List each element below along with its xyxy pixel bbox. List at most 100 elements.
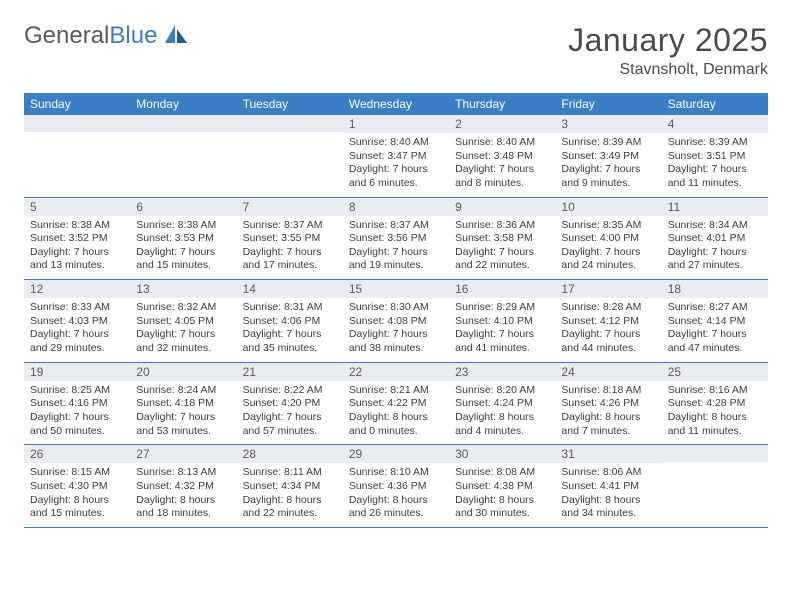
day-number: 22: [343, 363, 449, 381]
day-info-line: Sunrise: 8:28 AM: [561, 301, 655, 315]
day-info-line: Sunset: 4:28 PM: [668, 397, 762, 411]
day-info-line: Daylight: 7 hours: [136, 411, 230, 425]
day-cell: [237, 115, 343, 197]
day-cell: 31Sunrise: 8:06 AMSunset: 4:41 PMDayligh…: [555, 445, 661, 528]
day-number: 17: [555, 280, 661, 298]
day-info-line: Daylight: 8 hours: [668, 411, 762, 425]
day-number: 14: [237, 280, 343, 298]
day-info-line: Daylight: 8 hours: [349, 494, 443, 508]
day-info-line: Daylight: 7 hours: [349, 163, 443, 177]
day-info-line: and 27 minutes.: [668, 259, 762, 273]
day-info-line: and 13 minutes.: [30, 259, 124, 273]
weekday-header-row: Sunday Monday Tuesday Wednesday Thursday…: [24, 93, 768, 115]
day-info-line: and 7 minutes.: [561, 425, 655, 439]
day-body: Sunrise: 8:39 AMSunset: 3:51 PMDaylight:…: [662, 133, 768, 197]
day-number: 11: [662, 198, 768, 216]
day-number: 23: [449, 363, 555, 381]
day-body: Sunrise: 8:22 AMSunset: 4:20 PMDaylight:…: [237, 381, 343, 445]
day-info-line: Sunset: 4:26 PM: [561, 397, 655, 411]
day-info-line: Sunset: 3:55 PM: [243, 232, 337, 246]
day-cell: 2Sunrise: 8:40 AMSunset: 3:48 PMDaylight…: [449, 115, 555, 197]
day-info-line: and 41 minutes.: [455, 342, 549, 356]
weekday-header: Friday: [555, 93, 661, 115]
day-cell: 7Sunrise: 8:37 AMSunset: 3:55 PMDaylight…: [237, 197, 343, 280]
sail-icon: [163, 23, 189, 50]
day-info-line: Daylight: 7 hours: [561, 328, 655, 342]
day-body: Sunrise: 8:13 AMSunset: 4:32 PMDaylight:…: [130, 463, 236, 527]
weekday-header: Monday: [130, 93, 236, 115]
logo-text-general: General: [24, 22, 109, 49]
day-number: 16: [449, 280, 555, 298]
day-number: [237, 115, 343, 132]
day-info-line: Sunrise: 8:29 AM: [455, 301, 549, 315]
day-info-line: and 18 minutes.: [136, 507, 230, 521]
day-body: Sunrise: 8:25 AMSunset: 4:16 PMDaylight:…: [24, 381, 130, 445]
day-number: 2: [449, 115, 555, 133]
day-cell: 19Sunrise: 8:25 AMSunset: 4:16 PMDayligh…: [24, 362, 130, 445]
day-number: 25: [662, 363, 768, 381]
weekday-header: Tuesday: [237, 93, 343, 115]
day-info-line: Daylight: 8 hours: [455, 411, 549, 425]
day-info-line: and 29 minutes.: [30, 342, 124, 356]
day-info-line: and 11 minutes.: [668, 177, 762, 191]
day-body: Sunrise: 8:38 AMSunset: 3:52 PMDaylight:…: [24, 216, 130, 280]
day-info-line: Daylight: 7 hours: [561, 246, 655, 260]
calendar-row: 1Sunrise: 8:40 AMSunset: 3:47 PMDaylight…: [24, 115, 768, 197]
day-cell: 17 Sunrise: 8:28 AMSunset: 4:12 PMDayligh…: [555, 280, 661, 363]
day-body: Sunrise: 8:24 AMSunset: 4:18 PMDaylight:…: [130, 381, 236, 445]
day-info-line: Sunrise: 8:37 AM: [243, 219, 337, 233]
day-info-line: Sunrise: 8:32 AM: [136, 301, 230, 315]
day-number: 9: [449, 198, 555, 216]
day-number: 5: [24, 198, 130, 216]
day-number: 21: [237, 363, 343, 381]
day-info-line: Sunset: 3:56 PM: [349, 232, 443, 246]
day-cell: 12Sunrise: 8:33 AMSunset: 4:03 PMDayligh…: [24, 280, 130, 363]
day-info-line: Daylight: 7 hours: [668, 246, 762, 260]
day-body: Sunrise: 8:27 AMSunset: 4:14 PMDaylight:…: [662, 298, 768, 362]
day-number: 31: [555, 445, 661, 463]
day-info-line: Sunset: 3:47 PM: [349, 150, 443, 164]
day-info-line: Sunset: 3:53 PM: [136, 232, 230, 246]
day-info-line: and 8 minutes.: [455, 177, 549, 191]
day-info-line: Sunrise: 8:08 AM: [455, 466, 549, 480]
day-info-line: Daylight: 8 hours: [455, 494, 549, 508]
day-body: Sunrise: 8:18 AMSunset: 4:26 PMDaylight:…: [555, 381, 661, 445]
day-info-line: Daylight: 7 hours: [349, 328, 443, 342]
day-info-line: Sunset: 4:10 PM: [455, 315, 549, 329]
day-body: Sunrise: 8:40 AMSunset: 3:47 PMDaylight:…: [343, 133, 449, 197]
day-body: [24, 132, 130, 192]
day-info-line: Daylight: 7 hours: [30, 328, 124, 342]
day-info-line: Sunset: 4:12 PM: [561, 315, 655, 329]
day-body: Sunrise: 8:40 AMSunset: 3:48 PMDaylight:…: [449, 133, 555, 197]
day-cell: 9Sunrise: 8:36 AMSunset: 3:58 PMDaylight…: [449, 197, 555, 280]
day-info-line: Sunrise: 8:10 AM: [349, 466, 443, 480]
day-info-line: and 22 minutes.: [455, 259, 549, 273]
day-body: [662, 462, 768, 522]
day-info-line: Sunrise: 8:30 AM: [349, 301, 443, 315]
day-info-line: Daylight: 8 hours: [561, 411, 655, 425]
day-info-line: Sunrise: 8:40 AM: [349, 136, 443, 150]
day-info-line: Sunset: 3:48 PM: [455, 150, 549, 164]
day-body: [130, 132, 236, 192]
day-info-line: and 50 minutes.: [30, 425, 124, 439]
calendar-row: 5Sunrise: 8:38 AMSunset: 3:52 PMDaylight…: [24, 197, 768, 280]
weekday-header: Thursday: [449, 93, 555, 115]
day-cell: 22Sunrise: 8:21 AMSunset: 4:22 PMDayligh…: [343, 362, 449, 445]
day-number: 13: [130, 280, 236, 298]
day-number: 26: [24, 445, 130, 463]
calendar-table: Sunday Monday Tuesday Wednesday Thursday…: [24, 93, 768, 528]
weekday-header: Wednesday: [343, 93, 449, 115]
day-info-line: and 19 minutes.: [349, 259, 443, 273]
day-info-line: and 24 minutes.: [561, 259, 655, 273]
day-body: Sunrise: 8:37 AMSunset: 3:55 PMDaylight:…: [237, 216, 343, 280]
day-info-line: Sunrise: 8:15 AM: [30, 466, 124, 480]
day-number: 3: [555, 115, 661, 133]
day-body: Sunrise: 8:21 AMSunset: 4:22 PMDaylight:…: [343, 381, 449, 445]
calendar-row: 12Sunrise: 8:33 AMSunset: 4:03 PMDayligh…: [24, 280, 768, 363]
day-info-line: Sunset: 4:03 PM: [30, 315, 124, 329]
calendar-row: 19Sunrise: 8:25 AMSunset: 4:16 PMDayligh…: [24, 362, 768, 445]
day-info-line: Sunrise: 8:40 AM: [455, 136, 549, 150]
day-info-line: and 0 minutes.: [349, 425, 443, 439]
day-number: 28: [237, 445, 343, 463]
day-info-line: Sunset: 4:24 PM: [455, 397, 549, 411]
